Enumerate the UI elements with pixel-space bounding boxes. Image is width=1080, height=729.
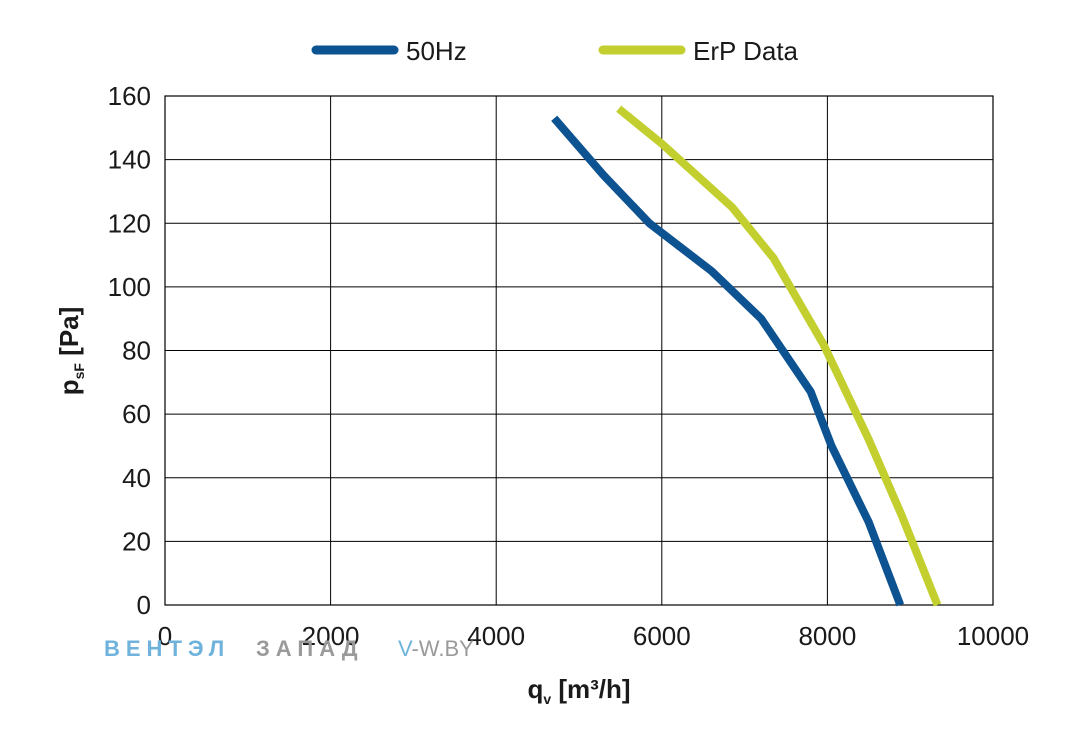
watermark-site: V-W.BY	[398, 636, 474, 662]
x-tick-label: 0	[158, 621, 172, 651]
y-tick-label: 140	[108, 145, 151, 175]
y-tick-label: 100	[108, 272, 151, 302]
x-tick-label: 6000	[633, 621, 691, 651]
legend-label-1: 50Hz	[406, 36, 467, 66]
y-tick-label: 160	[108, 81, 151, 111]
x-tick-label: 8000	[798, 621, 856, 651]
y-tick-label: 60	[122, 399, 151, 429]
watermark-site-v: V	[398, 636, 412, 661]
series-layer	[551, 105, 942, 607]
y-tick-label: 0	[137, 590, 151, 620]
x-axis-title: qv [m³/h]	[527, 674, 630, 707]
y-tick-label: 40	[122, 463, 151, 493]
plot-frame	[164, 95, 994, 606]
legend-label-2: ErP Data	[693, 36, 799, 66]
plot-border	[164, 95, 994, 606]
x-tick-label: 10000	[957, 621, 1029, 651]
y-tick-label: 20	[122, 526, 151, 556]
y-tick-label: 120	[108, 208, 151, 238]
watermark-site-rest: -W.BY	[411, 636, 474, 661]
axis-titles: qv [m³/h] psF [Pa]	[54, 307, 631, 707]
y-axis-title: psF [Pa]	[54, 307, 87, 396]
series-line-2	[616, 105, 942, 607]
watermark-brand-gray: ЗАПАД	[256, 636, 364, 661]
x-tick-label: 4000	[467, 621, 525, 651]
y-tick-label: 80	[122, 336, 151, 366]
tick-labels: 0 20 40 60 80 100 120 140 160 0 2000 4000 6000 8000 10…	[108, 81, 1030, 651]
legend: 50Hz ErP Data	[311, 36, 799, 66]
x-tick-label: 2000	[302, 621, 360, 651]
watermark-brand-blue: ВЕНТЭЛ	[104, 636, 231, 661]
series-line-1	[551, 115, 905, 607]
